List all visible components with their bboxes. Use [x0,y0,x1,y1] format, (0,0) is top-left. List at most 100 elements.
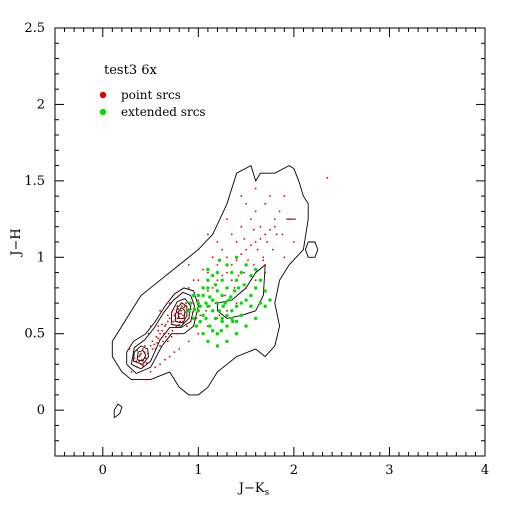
extended-src-marker [215,301,220,305]
point-src-marker [197,332,200,335]
point-src-marker [181,305,184,308]
point-src-marker [264,233,267,236]
point-src-marker [178,312,181,315]
point-src-marker [256,248,259,251]
point-src-marker [149,345,152,347]
contour-line [304,241,319,258]
point-src-marker [254,279,257,282]
point-src-marker [157,325,160,327]
point-src-marker [245,287,248,289]
point-src-marker [245,202,248,205]
point-src-marker [145,361,148,364]
point-src-marker [262,256,265,259]
extended-src-marker [223,301,227,305]
point-src-marker [326,176,329,179]
extended-src-marker [204,301,208,305]
point-src-marker [151,348,154,350]
point-src-marker [156,342,159,344]
point-src-marker [173,314,176,317]
extended-src-marker [263,304,267,308]
legend-label-extended-srcs: extended srcs [121,105,206,119]
point-src-marker [269,228,271,231]
point-src-marker [283,195,286,198]
extended-src-marker [249,273,253,278]
extended-src-marker [211,298,215,302]
point-src-marker [149,325,152,327]
point-src-marker [154,348,157,350]
extended-src-marker [225,286,229,290]
point-src-marker [237,274,240,277]
point-src-marker [187,317,190,320]
point-src-marker [264,271,267,274]
point-src-marker [176,317,179,320]
point-src-marker [154,366,157,369]
point-src-marker [273,218,276,221]
contour-line [113,403,123,419]
point-src-marker [180,312,183,315]
point-src-marker [247,259,249,262]
point-src-marker [157,337,160,340]
point-src-marker [283,256,286,259]
extended-src-marker [234,319,239,324]
point-src-marker [166,320,169,323]
x-tick-label: 0 [99,463,107,478]
contour-line [216,263,266,319]
point-src-marker [197,248,200,251]
point-src-marker [144,378,147,381]
extended-src-marker [254,286,258,290]
extended-src-marker [208,295,212,299]
point-src-marker [159,363,162,366]
point-src-marker [147,332,150,335]
point-src-marker [178,316,181,318]
point-src-marker [170,322,173,324]
point-src-marker [183,306,185,309]
extended-src-marker [254,316,258,321]
point-src-marker [172,308,175,311]
extended-src-marker [211,329,215,333]
extended-src-marker [192,307,197,311]
extended-src-marker [201,293,205,298]
extended-src-marker [268,298,272,302]
x-tick-label: 1 [194,463,202,478]
y-tick-label: 2 [37,97,45,112]
point-src-marker [202,268,205,271]
extended-src-marker [215,332,220,336]
point-src-marker [166,340,169,343]
point-src-marker [180,309,183,312]
point-src-marker [163,332,165,335]
point-src-marker [168,355,171,358]
contour-line [171,298,192,327]
point-srcs-series [128,176,329,381]
point-src-marker [157,329,160,332]
point-src-marker [205,309,207,312]
point-src-marker [189,320,192,323]
point-src-marker [240,195,243,198]
point-src-marker [189,308,192,311]
point-src-marker [243,238,246,240]
point-src-marker [192,279,195,282]
extended-src-marker [230,316,234,321]
point-src-marker [138,355,141,358]
x-tick-label: 2 [290,463,298,478]
extended-src-marker [206,286,210,290]
point-src-marker [187,287,190,289]
point-src-marker [155,335,158,338]
extended-src-marker [198,304,202,308]
plot-frame [54,27,486,457]
point-src-marker [243,271,246,274]
point-src-marker [224,294,227,297]
extended-src-marker [229,295,233,299]
point-src-marker [230,264,233,266]
point-src-marker [197,279,200,282]
contour-line [126,287,199,375]
y-tick-label: 1.5 [24,174,45,189]
point-src-marker [138,360,141,363]
point-src-marker [184,317,186,320]
extended-src-marker [206,267,210,272]
y-tick-label: 1 [37,250,45,265]
x-axis-label-subscript: s [265,488,270,498]
point-src-marker [182,314,184,317]
point-src-marker [281,233,284,236]
extended-src-marker [211,273,215,278]
